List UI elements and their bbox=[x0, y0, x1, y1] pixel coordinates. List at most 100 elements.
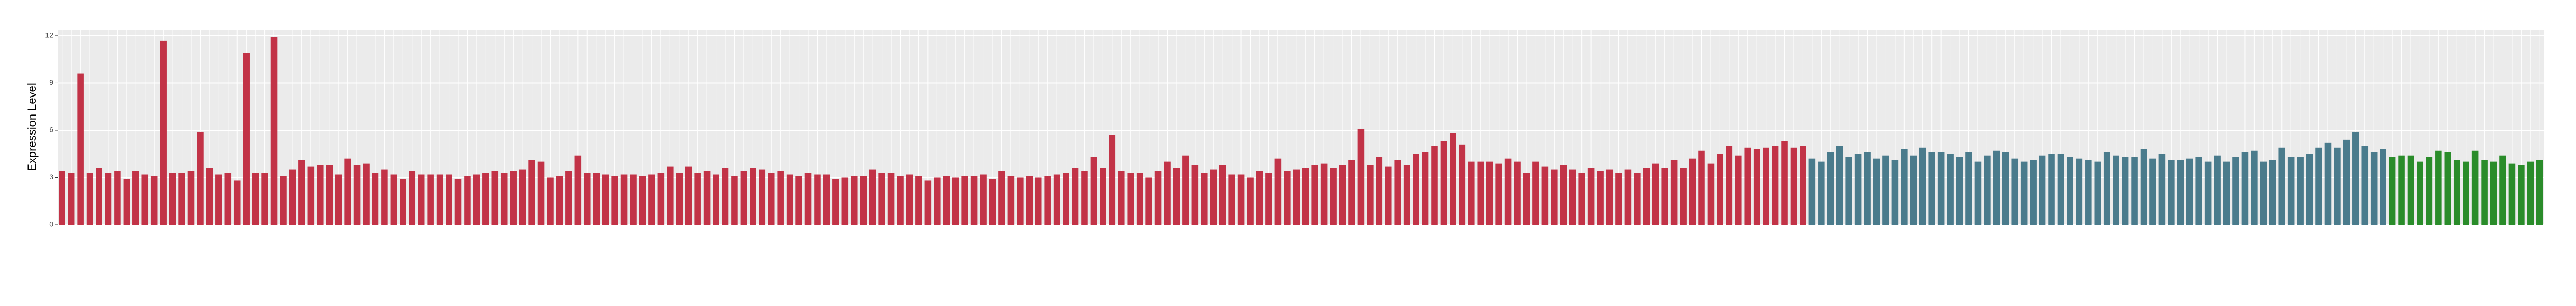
bar bbox=[123, 179, 130, 225]
bar bbox=[915, 176, 922, 225]
bar bbox=[2278, 147, 2286, 225]
bar bbox=[427, 174, 434, 225]
bar bbox=[1836, 146, 1843, 225]
bar bbox=[298, 160, 305, 225]
bar bbox=[1201, 173, 1208, 225]
bar bbox=[2113, 155, 2119, 225]
bar bbox=[2527, 161, 2534, 225]
bar bbox=[243, 53, 250, 225]
bar bbox=[1026, 176, 1033, 225]
bar bbox=[2020, 161, 2028, 225]
bar bbox=[1928, 152, 1935, 225]
bar bbox=[132, 171, 139, 225]
bar bbox=[510, 171, 517, 225]
bar bbox=[1320, 163, 1328, 225]
bar bbox=[2361, 146, 2369, 225]
bar bbox=[2352, 131, 2359, 225]
bar bbox=[500, 173, 508, 225]
bar bbox=[1504, 158, 1512, 225]
bar bbox=[2370, 152, 2378, 225]
bar bbox=[713, 174, 719, 225]
bar bbox=[454, 179, 462, 225]
bar bbox=[1210, 169, 1217, 225]
y-tick-label: 12 bbox=[45, 31, 53, 40]
bar bbox=[1661, 168, 1668, 225]
bar bbox=[1468, 161, 1475, 225]
bar bbox=[2223, 161, 2230, 225]
bar bbox=[1864, 152, 1871, 225]
bar bbox=[620, 174, 628, 225]
bar bbox=[1763, 147, 1769, 225]
bar bbox=[1044, 176, 1051, 225]
bar bbox=[335, 174, 342, 225]
bar bbox=[1937, 152, 1945, 225]
bar bbox=[2315, 147, 2322, 225]
bar bbox=[2057, 154, 2064, 225]
bar bbox=[344, 158, 351, 225]
bar bbox=[2417, 161, 2423, 225]
bar bbox=[1182, 155, 1189, 225]
bar bbox=[1993, 150, 2000, 225]
bar bbox=[1191, 165, 1199, 225]
bar bbox=[2158, 154, 2166, 225]
bar bbox=[1569, 169, 1576, 225]
bar bbox=[2444, 152, 2451, 225]
bar bbox=[2380, 149, 2386, 225]
bar bbox=[630, 174, 637, 225]
y-tick-label: 0 bbox=[49, 220, 53, 228]
bar bbox=[1689, 158, 1696, 225]
bar bbox=[96, 168, 102, 225]
bar bbox=[667, 166, 674, 225]
bar bbox=[1753, 149, 1760, 225]
bar bbox=[1117, 171, 1125, 225]
bar bbox=[887, 173, 895, 225]
bar bbox=[1615, 173, 1622, 225]
bar bbox=[1035, 177, 1042, 225]
y-tick-label: 6 bbox=[49, 126, 53, 134]
bar bbox=[446, 174, 452, 225]
bar bbox=[832, 179, 839, 225]
bar bbox=[1717, 154, 1723, 225]
bar bbox=[1698, 150, 1705, 225]
bar bbox=[1127, 173, 1134, 225]
bar bbox=[2297, 157, 2304, 225]
bar bbox=[1891, 160, 1899, 225]
bar bbox=[491, 171, 499, 225]
bar bbox=[1882, 155, 1889, 225]
bar bbox=[1532, 161, 1539, 225]
bar bbox=[897, 176, 904, 225]
bar bbox=[1624, 169, 1632, 225]
bar bbox=[795, 176, 802, 225]
bar bbox=[1136, 173, 1143, 225]
bar bbox=[2177, 160, 2184, 225]
bar bbox=[233, 180, 241, 225]
bar bbox=[565, 171, 572, 225]
bar bbox=[906, 174, 913, 225]
bar bbox=[2508, 163, 2516, 225]
bar bbox=[252, 173, 259, 225]
bar bbox=[1597, 171, 1604, 225]
bar bbox=[1311, 165, 1318, 225]
bar bbox=[1477, 161, 1484, 225]
bar bbox=[574, 155, 582, 225]
bar bbox=[2471, 150, 2479, 225]
bar bbox=[1063, 173, 1069, 225]
bar bbox=[731, 176, 738, 225]
bar bbox=[1486, 161, 1493, 225]
bar bbox=[2499, 155, 2506, 225]
bar bbox=[703, 171, 711, 225]
bar bbox=[2085, 160, 2092, 225]
bar bbox=[1017, 177, 1024, 225]
bar bbox=[1007, 176, 1015, 225]
bar bbox=[2490, 161, 2497, 225]
bar bbox=[2094, 161, 2101, 225]
bar bbox=[786, 174, 793, 225]
bar bbox=[2334, 147, 2341, 225]
bar bbox=[1800, 146, 1806, 225]
bar bbox=[2324, 142, 2332, 225]
bar bbox=[326, 165, 333, 225]
bar bbox=[2453, 160, 2460, 225]
bar bbox=[878, 173, 885, 225]
bar bbox=[2407, 155, 2414, 225]
